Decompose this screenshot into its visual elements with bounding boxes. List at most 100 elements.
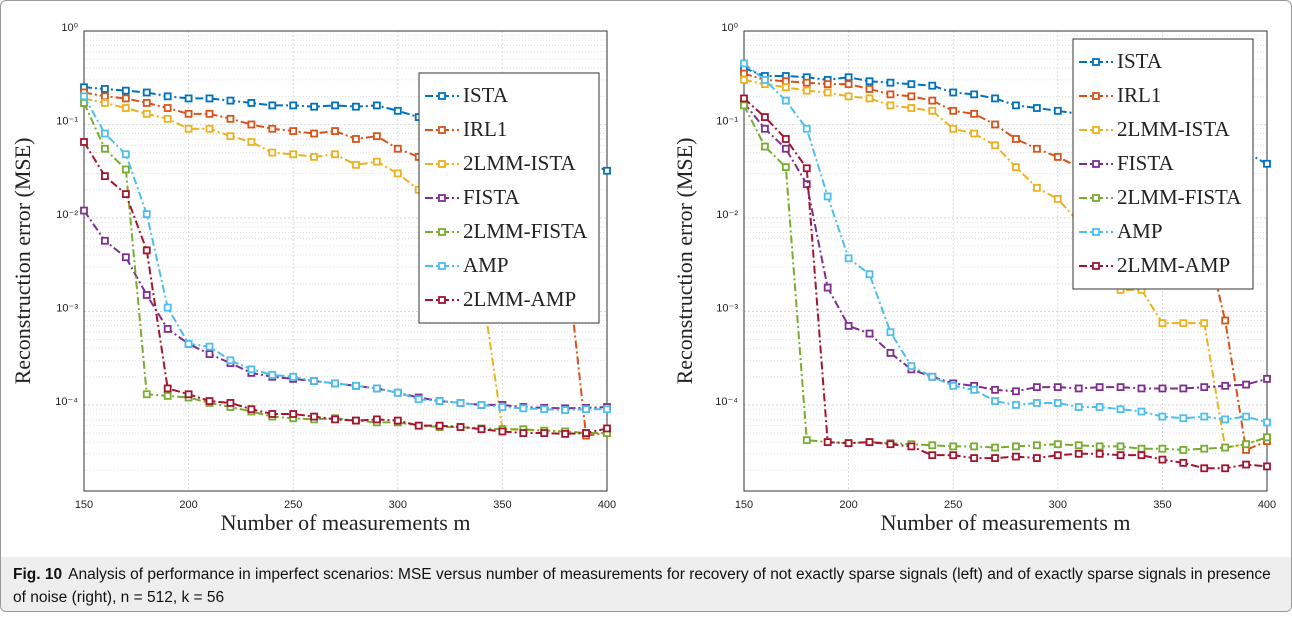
legend-label: AMP bbox=[463, 253, 509, 277]
marker bbox=[1053, 194, 1062, 203]
marker bbox=[781, 96, 790, 105]
marker bbox=[1263, 418, 1271, 427]
legend-marker bbox=[1092, 58, 1100, 66]
marker bbox=[310, 377, 319, 385]
marker bbox=[331, 101, 339, 110]
legend-label: 2LMM-ISTA bbox=[463, 151, 576, 175]
marker bbox=[907, 80, 916, 89]
marker bbox=[802, 86, 811, 95]
marker bbox=[802, 124, 811, 133]
marker bbox=[582, 429, 590, 437]
legend-label: 2LMM-FISTA bbox=[1117, 185, 1242, 209]
marker bbox=[949, 124, 958, 133]
marker bbox=[1053, 383, 1062, 392]
marker bbox=[289, 410, 298, 418]
marker bbox=[1095, 442, 1104, 451]
marker bbox=[372, 157, 381, 166]
marker bbox=[823, 192, 832, 201]
marker bbox=[865, 438, 874, 447]
legend-label: 2LMM-AMP bbox=[1117, 253, 1230, 277]
marker bbox=[1242, 460, 1250, 469]
marker bbox=[740, 94, 748, 103]
y-tick-label: 10⁻³ bbox=[56, 302, 78, 314]
x-tick-label: 150 bbox=[735, 499, 753, 511]
marker bbox=[1053, 399, 1062, 407]
marker bbox=[1158, 412, 1167, 421]
marker bbox=[1012, 387, 1020, 396]
plot-frame bbox=[83, 30, 608, 492]
y-tick-label: 10⁻² bbox=[716, 209, 738, 221]
marker bbox=[907, 104, 916, 112]
marker bbox=[970, 129, 979, 138]
marker bbox=[865, 85, 874, 93]
marker bbox=[991, 443, 999, 452]
marker bbox=[163, 384, 172, 393]
marker bbox=[289, 127, 298, 135]
marker bbox=[561, 406, 570, 415]
marker bbox=[844, 439, 853, 448]
x-axis-label: Number of measurements m bbox=[221, 510, 471, 535]
legend-label: FISTA bbox=[463, 185, 520, 209]
marker bbox=[1053, 440, 1062, 449]
marker bbox=[886, 90, 895, 99]
marker bbox=[1158, 384, 1167, 393]
x-tick-label: 400 bbox=[598, 499, 616, 511]
marker bbox=[268, 124, 277, 133]
marker bbox=[226, 96, 235, 105]
marker bbox=[1200, 383, 1209, 392]
caption-text: Analysis of performance in imperfect sce… bbox=[13, 566, 1271, 606]
marker bbox=[184, 390, 193, 399]
marker bbox=[498, 427, 507, 436]
marker bbox=[331, 379, 339, 388]
marker bbox=[393, 388, 402, 397]
legend-marker bbox=[438, 262, 446, 270]
legend-label: 2LMM-ISTA bbox=[1117, 117, 1230, 141]
marker bbox=[740, 101, 748, 110]
marker bbox=[226, 114, 235, 123]
x-tick-label: 400 bbox=[1258, 499, 1276, 511]
marker bbox=[991, 385, 999, 394]
marker bbox=[1158, 319, 1167, 328]
marker bbox=[802, 164, 811, 173]
marker bbox=[142, 88, 151, 97]
x-axis-label: Number of measurements m bbox=[881, 510, 1131, 535]
marker bbox=[184, 109, 193, 118]
marker bbox=[1012, 101, 1020, 110]
marker bbox=[928, 81, 937, 90]
marker bbox=[1116, 442, 1125, 451]
marker bbox=[865, 329, 874, 338]
marker bbox=[247, 405, 256, 414]
y-tick-label: 10⁰ bbox=[61, 22, 78, 34]
legend-marker bbox=[438, 126, 446, 134]
marker bbox=[289, 372, 298, 381]
marker bbox=[844, 92, 853, 101]
y-tick-label: 10⁻¹ bbox=[716, 115, 738, 127]
marker bbox=[163, 104, 172, 112]
marker bbox=[331, 415, 339, 424]
marker bbox=[247, 120, 256, 129]
marker bbox=[101, 99, 109, 107]
marker bbox=[352, 135, 360, 143]
marker bbox=[247, 99, 256, 107]
x-tick-label: 250 bbox=[284, 499, 302, 511]
marker bbox=[101, 236, 109, 245]
marker bbox=[310, 412, 319, 421]
marker bbox=[205, 124, 214, 133]
marker bbox=[1095, 449, 1104, 458]
marker bbox=[163, 114, 172, 123]
marker bbox=[949, 442, 958, 451]
marker bbox=[101, 85, 109, 93]
marker bbox=[352, 416, 360, 425]
marker bbox=[865, 94, 874, 103]
marker bbox=[372, 384, 381, 393]
marker bbox=[289, 150, 298, 159]
marker bbox=[970, 385, 979, 394]
legend-marker bbox=[438, 228, 446, 236]
legend-marker bbox=[438, 160, 446, 168]
marker bbox=[1074, 441, 1083, 450]
marker bbox=[205, 342, 214, 351]
marker bbox=[1158, 444, 1167, 453]
marker bbox=[970, 442, 979, 451]
marker bbox=[80, 206, 88, 215]
marker bbox=[1032, 441, 1041, 450]
